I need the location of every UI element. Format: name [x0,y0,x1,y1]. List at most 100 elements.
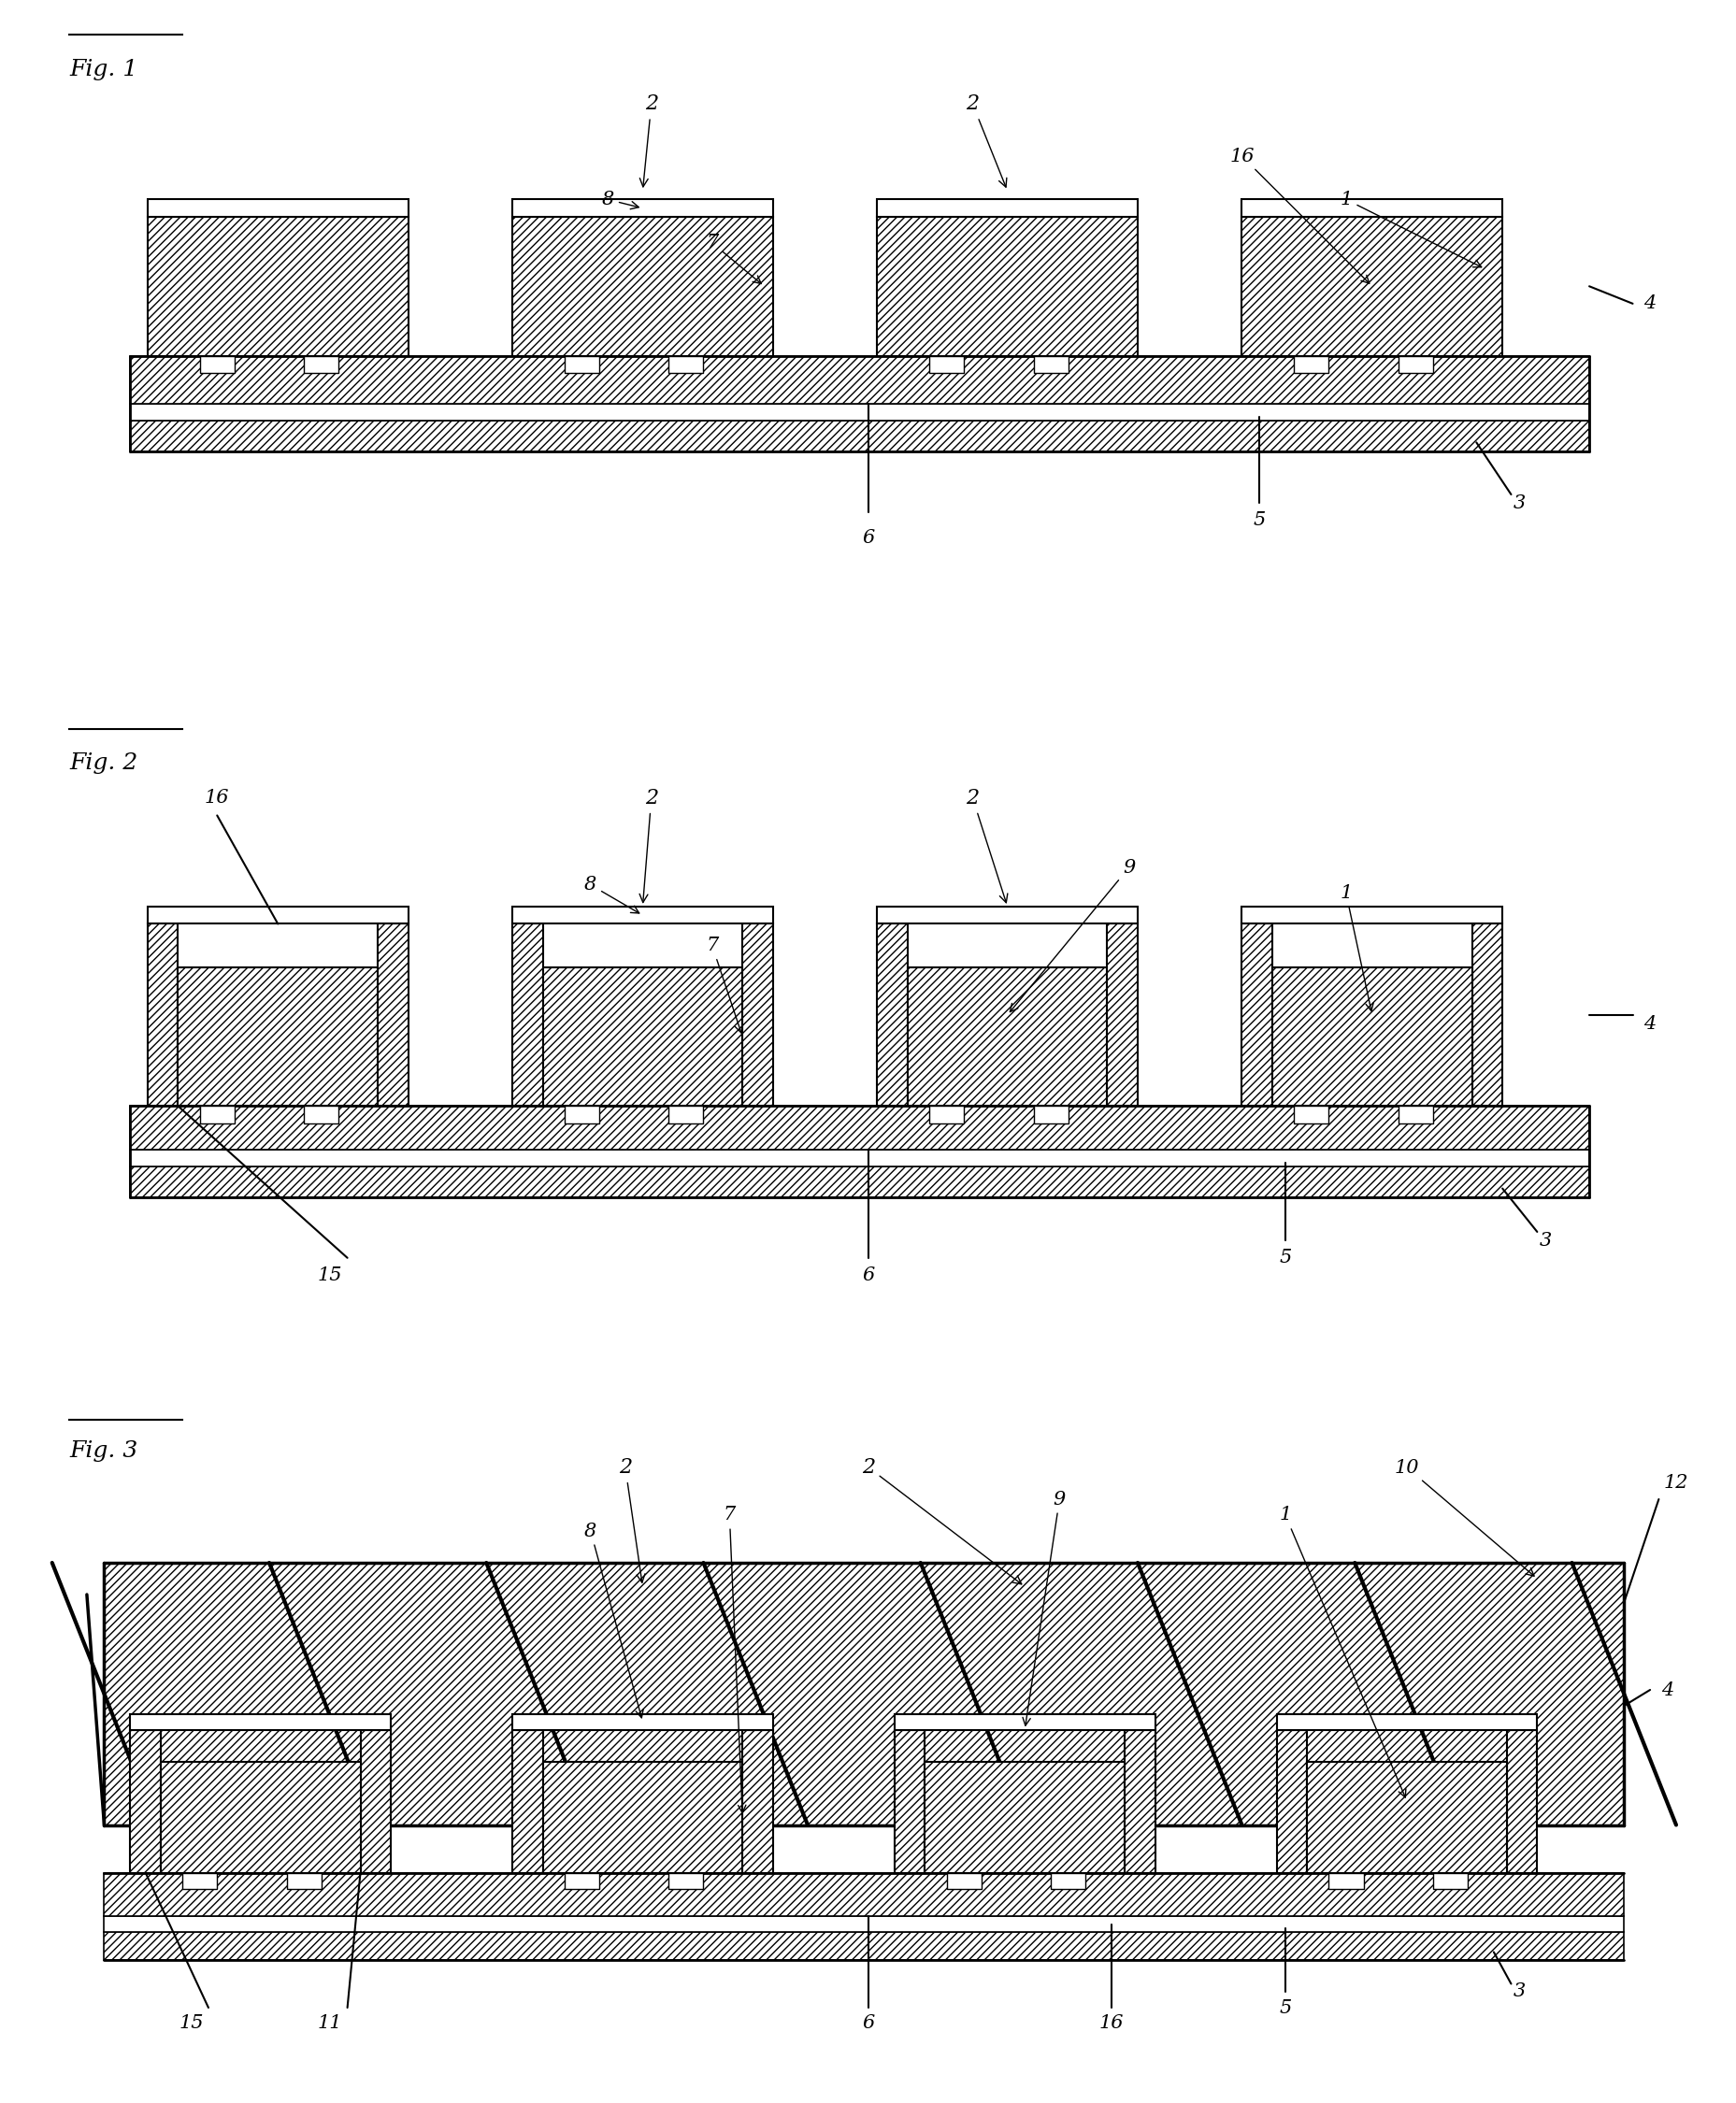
Text: 8: 8 [583,1523,642,1718]
Bar [929,1106,963,1123]
Bar [1293,355,1328,372]
Bar [877,923,908,1106]
Bar [668,1106,703,1123]
Bar [130,421,1588,450]
Bar [668,355,703,372]
Text: 2: 2 [965,95,1007,187]
Text: 8: 8 [601,191,639,208]
Bar [877,217,1137,355]
Bar [743,923,773,1106]
Text: 9: 9 [1023,1491,1066,1727]
Text: 6: 6 [861,2015,875,2031]
Bar [148,906,408,923]
Bar [743,1729,773,1872]
Text: Fig. 3: Fig. 3 [69,1441,137,1462]
Bar [1125,1729,1154,1872]
Bar [1293,1106,1328,1123]
Bar [1108,923,1137,1106]
Bar [130,1729,161,1872]
Bar [304,1106,339,1123]
Text: 5: 5 [1278,1249,1292,1266]
Bar [1271,967,1472,1106]
Text: 3: 3 [1512,1983,1526,2000]
Text: 11: 11 [318,2015,342,2031]
Bar [1307,1762,1507,1872]
Bar [564,1872,599,1888]
Bar [148,923,179,1106]
Bar [1276,1729,1307,1872]
Bar [924,1762,1125,1872]
Bar [130,1714,391,1729]
Bar [1507,1729,1536,1872]
Bar [304,355,339,372]
Text: 4: 4 [1660,1680,1674,1699]
Bar [104,1933,1623,1960]
Bar [160,1762,361,1872]
Text: 8: 8 [583,877,639,913]
Text: 3: 3 [1538,1232,1552,1249]
Text: 7: 7 [722,1506,745,1813]
Bar [1328,1872,1363,1888]
Bar [200,1106,234,1123]
Text: 2: 2 [965,789,1007,902]
Text: 10: 10 [1394,1459,1533,1575]
Bar [512,200,773,217]
Bar [894,1729,924,1872]
Bar [1397,355,1432,372]
Text: 1: 1 [1338,191,1481,267]
Text: Fig. 2: Fig. 2 [69,753,137,774]
Text: 1: 1 [1278,1506,1404,1798]
Bar [1033,1106,1068,1123]
Bar [130,355,1588,404]
Text: 12: 12 [1663,1474,1687,1493]
Text: 6: 6 [861,530,875,547]
Bar [564,1106,599,1123]
Text: 2: 2 [639,789,658,902]
Bar [543,1762,743,1872]
Bar [1432,1872,1467,1888]
Text: 16: 16 [205,789,229,808]
Text: 16: 16 [1229,147,1368,284]
Text: 7: 7 [705,233,760,284]
Bar [361,1729,391,1872]
Bar [182,1872,217,1888]
Bar [148,217,408,355]
Bar [130,1106,1588,1150]
Bar [668,1872,703,1888]
Text: 9: 9 [1009,858,1135,1012]
Bar [512,906,773,923]
Bar [130,1150,1588,1167]
Bar [1050,1872,1085,1888]
Bar [512,923,542,1106]
Bar [104,1872,1623,1916]
Bar [1241,923,1271,1106]
Bar [543,967,743,1106]
Bar [179,967,378,1106]
Bar [564,355,599,372]
Bar [946,1872,981,1888]
Bar [1470,923,1502,1106]
Text: 15: 15 [318,1266,342,1285]
Text: 5: 5 [1252,511,1266,530]
Bar [1033,355,1068,372]
Bar [200,355,234,372]
Text: 3: 3 [1512,494,1526,511]
Text: 1: 1 [1338,885,1373,1012]
Bar [148,200,408,217]
Text: 2: 2 [618,1457,644,1584]
Bar [908,967,1108,1106]
Bar [877,906,1137,923]
Text: 15: 15 [179,2015,203,2031]
Text: 5: 5 [1278,1998,1292,2017]
Bar [512,217,773,355]
Bar [286,1872,321,1888]
Bar [104,1916,1623,1933]
Bar [1241,906,1502,923]
Bar [877,200,1137,217]
Text: 4: 4 [1642,294,1656,313]
Bar [1241,200,1502,217]
Bar [1397,1106,1432,1123]
Text: 6: 6 [861,1266,875,1285]
Bar [929,355,963,372]
Text: 16: 16 [1099,2015,1123,2031]
